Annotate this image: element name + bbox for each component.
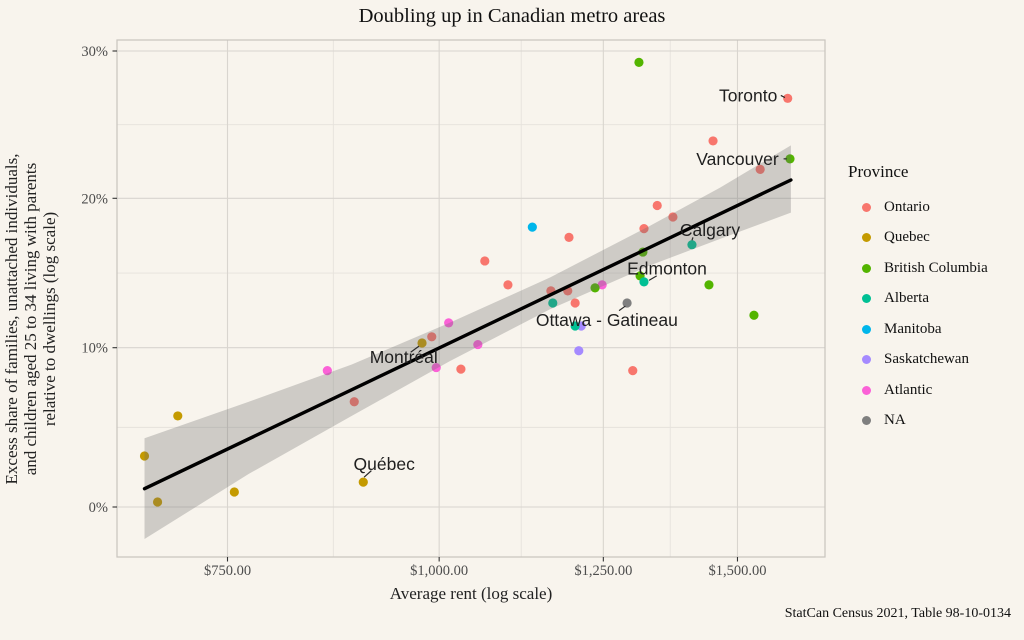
data-point-qu-bec bbox=[358, 477, 368, 487]
data-point bbox=[152, 497, 163, 507]
legend: Province Ontario Quebec British Columbia Al… bbox=[846, 162, 1024, 436]
data-point bbox=[704, 280, 714, 290]
legend-item-na: NA bbox=[846, 406, 1024, 437]
city-label-leader-montr-al bbox=[410, 345, 420, 353]
data-point bbox=[570, 298, 580, 308]
city-label-leader-ottawa-gatineau bbox=[618, 305, 626, 312]
city-label-leader-calgary bbox=[691, 237, 694, 241]
data-point bbox=[527, 222, 537, 232]
data-point-toronto bbox=[783, 93, 793, 103]
data-point bbox=[634, 57, 644, 67]
data-point bbox=[755, 164, 765, 174]
data-point bbox=[139, 451, 150, 461]
data-point bbox=[570, 321, 580, 331]
data-point-vancouver bbox=[785, 154, 795, 164]
city-label-ottawa-gatineau: Ottawa - Gatineau bbox=[536, 310, 678, 330]
legend-item-quebec: Quebec bbox=[846, 223, 1024, 254]
legend-swatch-icon bbox=[862, 263, 871, 273]
data-point bbox=[229, 487, 239, 497]
data-point bbox=[456, 364, 466, 374]
data-point-ottawa-gatineau bbox=[622, 298, 632, 308]
legend-item-manitoba: Manitoba bbox=[846, 314, 1024, 345]
legend-swatch-icon bbox=[862, 385, 871, 395]
legend-item-label: Alberta bbox=[884, 290, 929, 307]
page-title: Doubling up in Canadian metro areas bbox=[358, 5, 666, 27]
data-point bbox=[349, 397, 359, 407]
legend-title: Province bbox=[848, 162, 909, 181]
legend-swatch-icon bbox=[862, 202, 871, 212]
data-point bbox=[749, 310, 759, 320]
y-tick-label: 0% bbox=[89, 500, 108, 516]
data-point bbox=[639, 224, 649, 234]
legend-item-label: NA bbox=[884, 412, 906, 429]
data-point bbox=[322, 366, 332, 376]
city-label-toronto: Toronto bbox=[719, 85, 777, 105]
legend-item-atlantic: Atlantic bbox=[846, 375, 1024, 406]
data-point-calgary bbox=[687, 240, 697, 250]
city-label-vancouver: Vancouver bbox=[696, 149, 779, 169]
y-tick-label: 30% bbox=[81, 44, 108, 60]
x-tick-label: $1,250.00 bbox=[574, 563, 632, 579]
legend-item-label: Atlantic bbox=[884, 381, 933, 398]
legend-item-ontario: Ontario bbox=[846, 192, 1024, 223]
data-point bbox=[548, 298, 558, 308]
legend-items: Ontario Quebec British Columbia Alberta Mani… bbox=[846, 192, 1024, 436]
data-point bbox=[444, 318, 454, 328]
panel-border bbox=[116, 39, 826, 558]
legend-item-label: Quebec bbox=[884, 229, 930, 246]
city-label-leader-edmonton bbox=[648, 275, 657, 281]
data-point bbox=[173, 411, 183, 421]
x-tick-label: $1,000.00 bbox=[410, 563, 468, 579]
data-point bbox=[590, 283, 600, 293]
legend-item-british-columbia: British Columbia bbox=[846, 253, 1024, 284]
legend-swatch-icon bbox=[862, 233, 871, 243]
data-point bbox=[708, 136, 718, 146]
legend-item-label: Manitoba bbox=[884, 320, 942, 337]
data-point bbox=[597, 280, 607, 290]
data-point bbox=[628, 366, 638, 376]
city-label-edmonton: Edmonton bbox=[627, 258, 707, 278]
city-label-leader-qu-bec bbox=[363, 470, 372, 478]
data-point bbox=[652, 200, 662, 211]
caption: StatCan Census 2021, Table 98-10-0134 bbox=[784, 606, 1011, 621]
x-axis-title: Average rent (log scale) bbox=[389, 584, 553, 603]
city-label-qu-bec: Québec bbox=[354, 454, 416, 474]
y-tick-label: 10% bbox=[81, 341, 108, 357]
data-point bbox=[668, 212, 678, 222]
trend-line bbox=[142, 178, 793, 491]
legend-swatch-icon bbox=[862, 416, 871, 426]
data-point-montr-al bbox=[417, 338, 427, 348]
data-point bbox=[564, 232, 574, 242]
legend-swatch-icon bbox=[862, 294, 871, 304]
legend-item-alberta: Alberta bbox=[846, 284, 1024, 315]
data-point bbox=[427, 332, 437, 342]
legend-swatch-icon bbox=[862, 324, 871, 334]
data-point bbox=[431, 362, 441, 373]
data-point bbox=[503, 280, 513, 290]
legend-item-label: British Columbia bbox=[884, 259, 988, 276]
data-point bbox=[574, 346, 584, 356]
legend-item-saskatchewan: Saskatchewan bbox=[846, 345, 1024, 376]
x-tick-label: $750.00 bbox=[204, 563, 251, 579]
data-point bbox=[473, 339, 483, 350]
legend-item-label: Ontario bbox=[884, 198, 930, 215]
x-tick-label: $1,500.00 bbox=[708, 563, 766, 579]
legend-item-label: Saskatchewan bbox=[884, 351, 969, 368]
y-tick-label: 20% bbox=[81, 191, 108, 207]
data-point bbox=[480, 256, 490, 266]
city-label-calgary: Calgary bbox=[680, 220, 741, 240]
city-label-leader-toronto bbox=[780, 94, 786, 99]
city-label-montr-al: Montréal bbox=[370, 347, 438, 367]
data-point-edmonton bbox=[639, 277, 649, 287]
legend-swatch-icon bbox=[862, 355, 871, 365]
confidence-band bbox=[144, 145, 791, 540]
